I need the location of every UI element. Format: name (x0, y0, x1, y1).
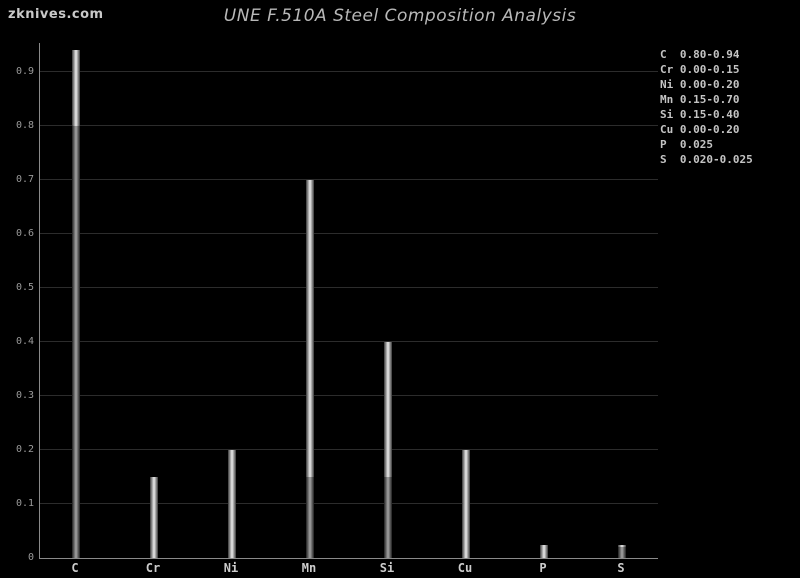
legend-entry-P: P 0.025 (660, 138, 713, 151)
legend-entry-Cr: Cr 0.00-0.15 (660, 63, 740, 76)
bar-S-range-segment (618, 544, 626, 548)
plot-area (39, 43, 658, 559)
bar-Si-min-segment (384, 477, 392, 558)
y-tick-label-0.8: 0.8 (15, 120, 34, 131)
y-tick-label-0.2: 0.2 (15, 444, 34, 455)
y-tick-label-0.3: 0.3 (15, 390, 34, 401)
x-category-label-S: S (617, 561, 625, 575)
bar-Si-range-segment (384, 342, 392, 477)
x-category-label-Cu: Cu (457, 561, 473, 575)
bar-Mn-range-segment (306, 180, 314, 477)
x-category-label-Mn: Mn (301, 561, 317, 575)
y-tick-label-0.9: 0.9 (15, 66, 34, 77)
bar-Cu (462, 450, 470, 558)
x-axis-category-labels: C Cr Ni Mn Si Cu P S (39, 561, 657, 577)
bar-Ni (228, 450, 236, 558)
x-category-label-Ni: Ni (223, 561, 239, 575)
bar-S-min-segment (618, 547, 626, 558)
gridline-y-0.7 (40, 179, 658, 180)
legend-entry-Mn: Mn 0.15-0.70 (660, 93, 740, 106)
bar-Ni-range-segment (228, 450, 236, 558)
gridline-y-0.3 (40, 395, 658, 396)
bar-Cr-range-segment (150, 477, 158, 558)
bar-Mn-min-segment (306, 477, 314, 558)
bar-Mn (306, 180, 314, 558)
x-category-label-P: P (539, 561, 547, 575)
legend-entry-Cu: Cu 0.00-0.20 (660, 123, 740, 136)
x-category-label-C: C (71, 561, 79, 575)
gridline-y-0.4 (40, 341, 658, 342)
bar-P (540, 544, 548, 558)
bar-C (72, 50, 80, 558)
gridline-y-0.8 (40, 125, 658, 126)
gridline-y-0.1 (40, 503, 658, 504)
gridline-y-0.5 (40, 287, 658, 288)
y-axis-tick-labels: 0 0.1 0.2 0.3 0.4 0.5 0.6 0.7 0.8 0.9 (0, 43, 34, 563)
y-tick-label-0.5: 0.5 (15, 282, 34, 293)
x-category-label-Cr: Cr (145, 561, 161, 575)
y-tick-label-0: 0 (27, 552, 34, 563)
legend-entry-Ni: Ni 0.00-0.20 (660, 78, 740, 91)
bar-C-range-segment (72, 50, 80, 126)
y-tick-label-0.6: 0.6 (15, 228, 34, 239)
y-tick-label-0.1: 0.1 (15, 498, 34, 509)
legend-entry-S: S 0.020-0.025 (660, 153, 753, 166)
gridline-y-0.6 (40, 233, 658, 234)
site-watermark: zknives.com (8, 7, 104, 22)
bar-P-range-segment (540, 544, 548, 558)
bar-S (618, 544, 626, 558)
chart-title: UNE F.510A Steel Composition Analysis (223, 6, 577, 26)
gridline-y-0.2 (40, 449, 658, 450)
y-tick-label-0.7: 0.7 (15, 174, 34, 185)
x-category-label-Si: Si (379, 561, 395, 575)
bar-Si (384, 342, 392, 558)
legend-entry-Si: Si 0.15-0.40 (660, 108, 740, 121)
legend-entry-C: C 0.80-0.94 (660, 48, 740, 61)
gridline-y-0.9 (40, 71, 658, 72)
bar-Cr (150, 477, 158, 558)
composition-legend: C 0.80-0.94 Cr 0.00-0.15 Ni 0.00-0.20 Mn 0.… (660, 47, 753, 167)
bar-C-min-segment (72, 126, 80, 558)
y-tick-label-0.4: 0.4 (15, 336, 34, 347)
bar-Cu-range-segment (462, 450, 470, 558)
